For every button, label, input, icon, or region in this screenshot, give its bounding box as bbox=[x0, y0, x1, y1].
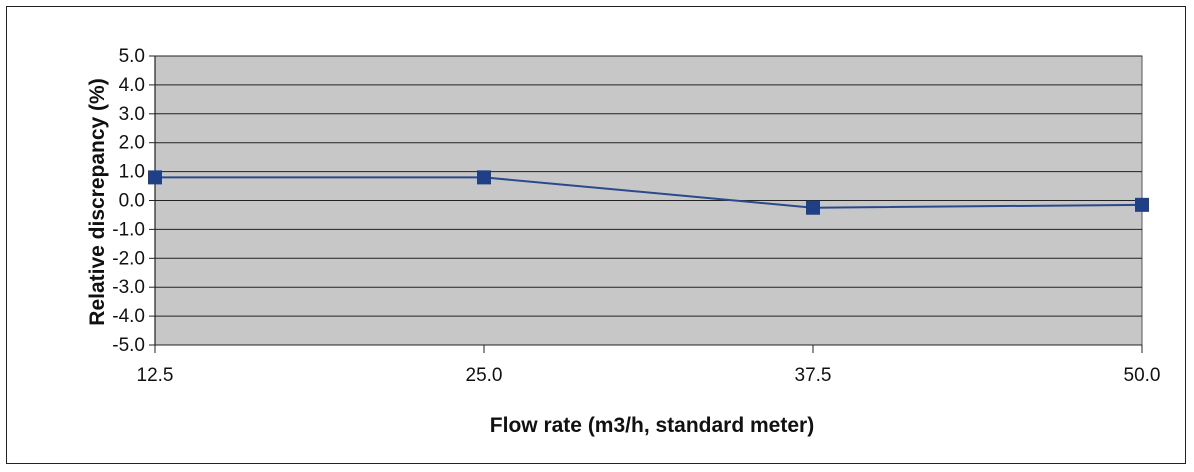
grid-lines bbox=[149, 55, 1143, 353]
y-tick-label: 4.0 bbox=[119, 75, 145, 96]
y-tick-label: 3.0 bbox=[119, 104, 145, 125]
y-tick-label: 5.0 bbox=[119, 46, 145, 67]
x-tick-label: 25.0 bbox=[466, 365, 503, 386]
y-tick-label: 2.0 bbox=[119, 133, 145, 154]
y-tick-label: -5.0 bbox=[112, 335, 145, 356]
y-tick-label: -1.0 bbox=[112, 219, 145, 240]
series-line-0 bbox=[155, 176, 1143, 209]
series-layer bbox=[148, 170, 1149, 215]
y-tick-label: -4.0 bbox=[112, 306, 145, 327]
data-point-marker bbox=[477, 170, 491, 185]
y-tick-label: 0.0 bbox=[119, 191, 145, 212]
x-tick-label: 37.5 bbox=[795, 365, 832, 386]
x-tick-label: 50.0 bbox=[1124, 365, 1161, 386]
data-point-marker bbox=[806, 200, 820, 215]
x-tick-label: 12.5 bbox=[137, 365, 174, 386]
y-tick-labels: 5.0 4.0 3.0 2.0 1.0 0.0 -1.0 -2.0 -3.0 -4.0 -5.0 bbox=[112, 46, 145, 356]
y-tick-label: -3.0 bbox=[112, 277, 145, 298]
y-tick-label: 1.0 bbox=[119, 162, 145, 183]
data-point-marker bbox=[148, 170, 162, 185]
x-tick-labels: 12.5 25.0 37.5 50.0 bbox=[137, 365, 1161, 386]
y-tick-label: -2.0 bbox=[112, 248, 145, 269]
y-axis-title: Relative discrepancy (%) bbox=[86, 78, 109, 325]
x-axis-title: Flow rate (m3/h, standard meter) bbox=[490, 414, 814, 437]
data-point-marker bbox=[1135, 197, 1149, 212]
